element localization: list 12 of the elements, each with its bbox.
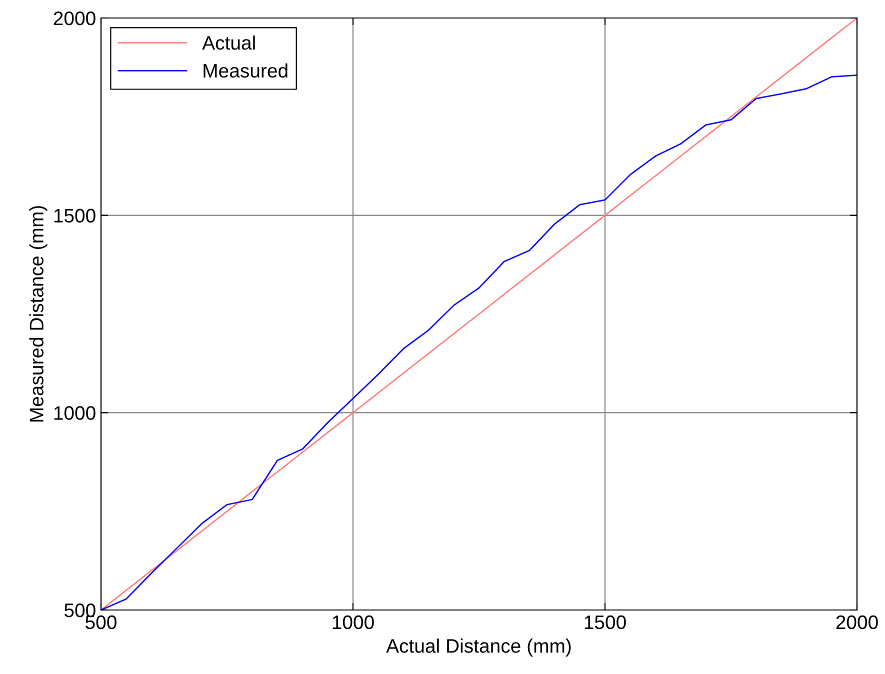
legend-label: Measured: [204, 63, 288, 78]
y-axis-title: Measured Distance (mm): [29, 206, 48, 422]
legend-label: Actual: [202, 36, 255, 50]
y-tick-label: 1500: [54, 208, 96, 223]
x-axis-title: Actual Distance (mm): [386, 638, 571, 657]
x-tick-label: 500: [86, 615, 116, 630]
x-tick-label: 1500: [584, 615, 626, 630]
x-tick-label: 2000: [836, 615, 878, 630]
y-tick-label: 1000: [54, 406, 96, 420]
x-tick-label: 1000: [332, 615, 374, 630]
y-tick-label: 500: [64, 603, 96, 618]
y-tick-label: 2000: [54, 11, 96, 26]
